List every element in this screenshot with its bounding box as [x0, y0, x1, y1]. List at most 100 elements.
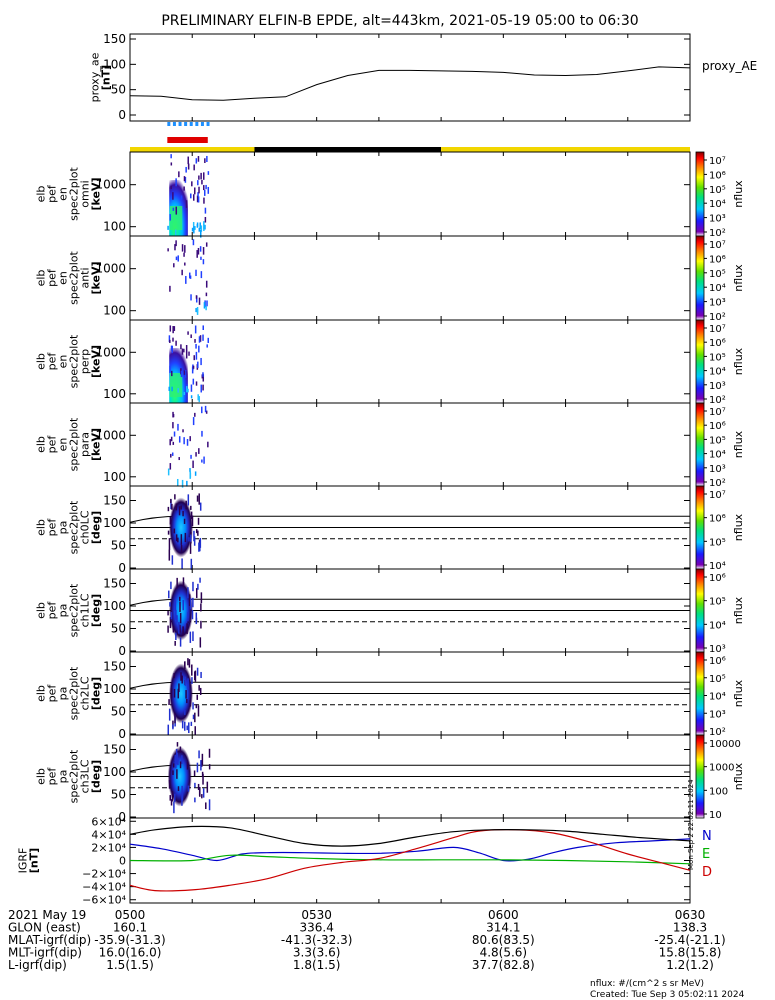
flux-cell — [185, 166, 187, 173]
flux-cell — [189, 631, 192, 643]
flux-cell — [186, 761, 189, 770]
science-zone-dash — [206, 122, 210, 126]
colorbar-tick-label: 10² — [709, 478, 726, 489]
y-axis-label-line: elb — [35, 186, 48, 203]
flux-cell — [200, 592, 203, 604]
y-axis-label-line: [keV] — [90, 177, 103, 210]
flux-cell — [187, 678, 189, 690]
colorbar-tick-label: 10² — [709, 312, 726, 323]
flux-cell — [189, 471, 191, 479]
flux-cell — [205, 242, 208, 247]
y-axis-label-line: elb — [35, 685, 48, 702]
flux-cell — [198, 345, 200, 353]
panel-orbit-indicators — [130, 122, 690, 152]
y-axis-label-line: spec2plot — [68, 167, 81, 221]
flux-cell — [177, 388, 179, 393]
flux-cell — [196, 495, 199, 502]
colorbar-tick-label: 10⁴ — [709, 450, 726, 461]
flux-cell — [175, 757, 177, 769]
flux-cell — [205, 184, 207, 190]
flux-cell — [176, 478, 179, 486]
flux-cell — [195, 452, 197, 457]
flux-cell — [186, 480, 188, 487]
colorbar-label: nflux — [732, 762, 745, 790]
loss-cone-upper-line — [129, 681, 690, 689]
flux-cell — [194, 187, 196, 195]
flux-cell — [181, 479, 184, 488]
flux-cell — [175, 256, 178, 261]
flux-cell — [172, 720, 174, 728]
flux-cell — [168, 779, 171, 789]
flux-cell — [167, 225, 169, 230]
y-axis-label-line: pef — [46, 435, 59, 454]
flux-cell — [198, 542, 200, 552]
flux-cell — [205, 305, 207, 311]
colorbar — [695, 734, 705, 819]
colorbar-label-group: nflux — [732, 596, 745, 624]
flux-cell — [198, 175, 200, 180]
flux-cell — [185, 275, 187, 284]
flux-cell — [208, 764, 211, 770]
panel-omni: 1000100elbpefenspec2plotomni[keV]10⁷10⁶1… — [35, 151, 745, 239]
flux-cell — [192, 597, 194, 608]
panel-perp: 1000100elbpefenspec2plotperp[keV]10⁷10⁶1… — [35, 319, 745, 406]
panel-para: 1000100elbpefenspec2plotpara[keV]10⁷10⁶1… — [35, 402, 745, 489]
y-axis-label-line: ch1LC — [79, 593, 92, 627]
colorbar-tick-label: 10⁶ — [709, 573, 726, 584]
ephemeris-value: 160.1 — [113, 921, 147, 935]
flux-cell — [173, 263, 175, 268]
y-tick-label: 2×10⁴ — [91, 841, 126, 854]
flux-cell — [187, 331, 189, 335]
ephemeris-value: 0630 — [675, 908, 706, 922]
flux-cell — [185, 351, 188, 359]
y-axis-label-line: pef — [46, 601, 59, 620]
colorbar-tick-label: 10⁴ — [709, 367, 726, 378]
flux-blob — [169, 497, 194, 558]
flux-cell — [191, 181, 193, 187]
flux-cell — [203, 185, 205, 191]
panel-frame — [129, 151, 691, 237]
flux-cell — [202, 384, 204, 391]
flux-cell — [193, 225, 195, 234]
y-axis-label-line: en — [57, 438, 70, 452]
flux-cell — [175, 609, 177, 620]
colorbar — [695, 151, 705, 237]
flux-cell — [190, 558, 193, 570]
science-zone-dash — [189, 122, 193, 126]
y-axis-label-line: elb — [35, 519, 48, 536]
flux-core — [169, 373, 183, 397]
flux-cell — [168, 386, 170, 391]
flux-cell — [170, 612, 173, 620]
colorbar-label: nflux — [732, 596, 745, 624]
y-axis-label-line: [deg] — [90, 511, 103, 544]
flux-cell — [172, 422, 174, 429]
flux-cell — [183, 370, 186, 375]
y-tick-label: 150 — [103, 32, 126, 46]
flux-cell — [195, 295, 198, 303]
flux-cell — [200, 271, 203, 279]
flux-cell — [203, 221, 205, 229]
flux-cell — [195, 269, 197, 277]
flux-cell — [173, 431, 176, 437]
colorbar-tick-label: 10³ — [709, 464, 726, 475]
flux-cell — [176, 752, 179, 765]
flux-cell — [190, 193, 192, 199]
y-axis-label-line: pef — [46, 767, 59, 786]
flux-cell — [189, 436, 191, 442]
flux-cell — [192, 581, 194, 592]
ephemeris-value: 1.5(1.5) — [106, 958, 154, 972]
flux-cell — [168, 708, 171, 721]
flux-cell — [192, 714, 195, 720]
flux-cell — [175, 340, 177, 346]
flux-cell — [175, 240, 177, 247]
y-axis-label-line: ch2LC — [79, 676, 92, 710]
flux-cell — [190, 505, 192, 510]
flux-cell — [169, 214, 171, 221]
panel-frame — [129, 33, 691, 122]
flux-cell — [202, 334, 204, 341]
flux-cell — [170, 499, 172, 510]
pitch-angle-data — [167, 577, 203, 648]
flux-cell — [202, 372, 204, 377]
